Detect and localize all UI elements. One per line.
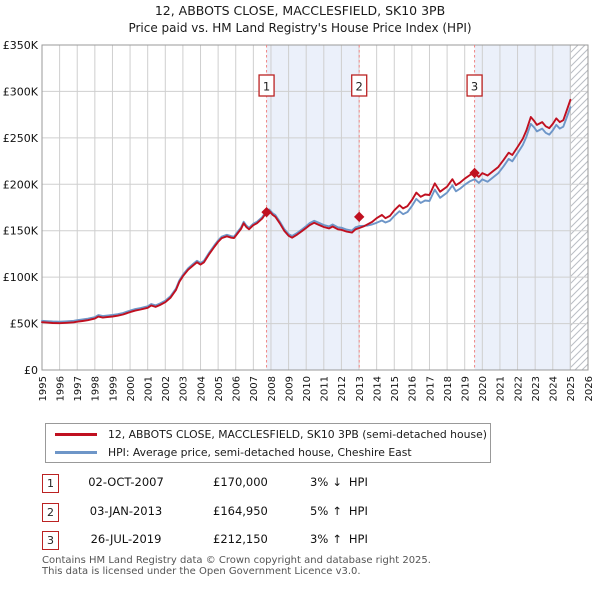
sale-price: £212,150 bbox=[213, 532, 268, 546]
x-tick-label: 2017 bbox=[425, 376, 436, 401]
footer-line-2: This data is licensed under the Open Gov… bbox=[42, 565, 361, 577]
footer-line-1: Contains HM Land Registry data © Crown c… bbox=[42, 555, 431, 566]
x-tick-label: 2013 bbox=[355, 376, 366, 401]
x-tick-label: 2014 bbox=[372, 376, 383, 401]
y-tick-label: £150K bbox=[3, 225, 39, 238]
x-tick-label: 2021 bbox=[496, 376, 507, 401]
hpi-line-label: HPI: Average price, semi-detached house,… bbox=[108, 445, 412, 459]
legend-row-price: 12, ABBOTS CLOSE, MACCLESFIELD, SK10 3PB… bbox=[46, 427, 490, 442]
future-hatch-band bbox=[569, 45, 588, 370]
x-tick-label: 2005 bbox=[214, 376, 225, 401]
y-tick-label: £200K bbox=[3, 178, 39, 191]
x-tick-label: 2026 bbox=[584, 376, 595, 401]
sale-hpi-delta: 5% ↑ HPI bbox=[310, 503, 368, 518]
sale-markers: 1 2 3 bbox=[258, 74, 483, 223]
x-tick-label: 1997 bbox=[73, 376, 84, 401]
copyright-footer: Contains HM Land Registry data © Crown c… bbox=[42, 555, 582, 577]
y-tick-label: £300K bbox=[3, 85, 39, 98]
ownership-band bbox=[474, 45, 571, 370]
sale-marker-dot bbox=[469, 167, 480, 179]
y-tick-label: £350K bbox=[3, 39, 39, 52]
x-tick-label: 2022 bbox=[513, 376, 524, 401]
legend-row-hpi: HPI: Average price, semi-detached house,… bbox=[46, 445, 490, 460]
border-rect bbox=[41, 44, 589, 371]
x-tick-label: 2015 bbox=[390, 376, 401, 401]
price-line-swatch bbox=[55, 432, 97, 436]
y-tick-label: £50K bbox=[10, 318, 39, 331]
x-tick-label: 2024 bbox=[549, 376, 560, 401]
x-tick-label: 1996 bbox=[55, 376, 66, 401]
x-tick-label: 2008 bbox=[267, 376, 278, 401]
x-tick-label: 1998 bbox=[91, 376, 102, 401]
hpi-series-line bbox=[41, 106, 572, 323]
price-line-label: 12, ABBOTS CLOSE, MACCLESFIELD, SK10 3PB… bbox=[108, 427, 487, 441]
x-tick-label: 2003 bbox=[179, 376, 190, 401]
x-tick-label: 2018 bbox=[443, 376, 454, 401]
x-tick-label: 1995 bbox=[38, 376, 49, 401]
sale-price: £164,950 bbox=[213, 503, 268, 518]
sale-marker-dot bbox=[354, 211, 365, 223]
x-tick-label: 2000 bbox=[126, 376, 137, 401]
sale-table-row: 2 03-JAN-2013 £164,950 5% ↑ HPI bbox=[0, 502, 600, 523]
hpi-line-swatch bbox=[55, 450, 97, 454]
sale-marker-number: 1 bbox=[263, 80, 270, 94]
x-tick-label: 2011 bbox=[320, 376, 331, 401]
x-tick-label: 2016 bbox=[408, 376, 419, 401]
x-tick-label: 2025 bbox=[566, 376, 577, 401]
y-tick-label: £100K bbox=[3, 271, 39, 284]
plot-border bbox=[41, 44, 589, 371]
up-arrow-icon: ↑ bbox=[332, 503, 342, 518]
hatch-rect bbox=[570, 45, 588, 370]
sale-price: £170,000 bbox=[213, 475, 268, 489]
x-tick-label: 1999 bbox=[108, 376, 119, 401]
legend: 12, ABBOTS CLOSE, MACCLESFIELD, SK10 3PB… bbox=[45, 423, 491, 463]
x-tick-label: 2010 bbox=[302, 376, 313, 401]
sale-number-badge: 2 bbox=[42, 502, 59, 522]
sale-marker-box bbox=[258, 74, 275, 97]
x-tick-label: 2006 bbox=[232, 376, 243, 401]
sale-marker-box bbox=[351, 74, 368, 97]
x-tick-label: 2009 bbox=[284, 376, 295, 401]
sale-marker-box bbox=[466, 74, 483, 97]
sale-number-badge: 3 bbox=[42, 531, 59, 550]
sale-hpi-delta: 3% ↑ HPI bbox=[310, 532, 368, 546]
sale-hpi-delta: 3% ↓ HPI bbox=[310, 475, 368, 489]
sale-date: 26-JUL-2019 bbox=[90, 532, 162, 546]
x-tick-label: 2002 bbox=[161, 376, 172, 401]
x-tick-label: 2012 bbox=[337, 376, 348, 401]
x-tick-label: 2004 bbox=[196, 376, 207, 401]
series-lines bbox=[41, 98, 572, 325]
sale-table-row: 3 26-JUL-2019 £212,150 3% ↑ HPI bbox=[0, 531, 600, 551]
down-arrow-icon: ↓ bbox=[332, 475, 342, 489]
sale-date: 03-JAN-2013 bbox=[89, 503, 163, 518]
price-history-chart: 1 2 3 £0 £50K £100K £150K £200K £250K £300K £350K… bbox=[3, 39, 595, 401]
sale-table-row: 1 02-OCT-2007 £170,000 3% ↓ HPI bbox=[0, 474, 600, 494]
price-series-line bbox=[41, 98, 572, 325]
page-title: 12, ABBOTS CLOSE, MACCLESFIELD, SK10 3PB bbox=[154, 3, 446, 18]
sale-number-badge: 1 bbox=[42, 474, 59, 493]
x-tick-label: 2023 bbox=[531, 376, 542, 401]
y-tick-label: £0 bbox=[24, 364, 38, 377]
y-tick-label: £250K bbox=[3, 132, 39, 145]
sale-marker-dot bbox=[261, 206, 272, 218]
x-tick-label: 2007 bbox=[249, 376, 260, 401]
sale-date: 02-OCT-2007 bbox=[88, 475, 164, 489]
ownership-band bbox=[266, 45, 360, 370]
up-arrow-icon: ↑ bbox=[332, 532, 342, 546]
x-tick-label: 2001 bbox=[143, 376, 154, 401]
ownership-shaded-bands bbox=[266, 45, 571, 370]
x-tick-label: 2020 bbox=[478, 376, 489, 401]
x-tick-label: 2019 bbox=[461, 376, 472, 401]
page-subtitle: Price paid vs. HM Land Registry's House … bbox=[128, 21, 472, 35]
sale-marker-number: 3 bbox=[471, 80, 478, 94]
sale-marker-number: 2 bbox=[356, 80, 363, 94]
axis-labels: £0 £50K £100K £150K £200K £250K £300K £350K 1995… bbox=[3, 39, 595, 401]
